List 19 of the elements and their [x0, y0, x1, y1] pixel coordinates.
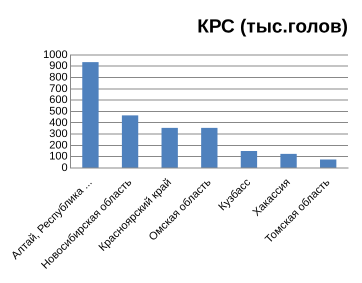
bar	[82, 62, 99, 168]
y-tick-label: 500	[49, 105, 68, 118]
bar	[240, 151, 258, 168]
bar	[280, 154, 297, 168]
y-tick-label: 0	[62, 162, 68, 174]
y-tick-label: 700	[49, 82, 68, 95]
bar	[122, 115, 138, 168]
y-tick-label: 600	[49, 94, 68, 106]
bar	[320, 160, 336, 168]
y-tick-label: 900	[49, 60, 68, 72]
bar	[201, 128, 218, 168]
bar	[162, 128, 178, 168]
y-tick-label: 800	[49, 71, 68, 84]
chart-title: КРС (тыс.голов)	[197, 16, 348, 38]
y-tick-label: 300	[49, 128, 68, 140]
y-tick-label: 100	[49, 150, 68, 163]
y-tick-label: 400	[49, 116, 68, 129]
y-tick-label: 200	[49, 139, 68, 152]
y-tick-label: 1000	[43, 48, 68, 61]
